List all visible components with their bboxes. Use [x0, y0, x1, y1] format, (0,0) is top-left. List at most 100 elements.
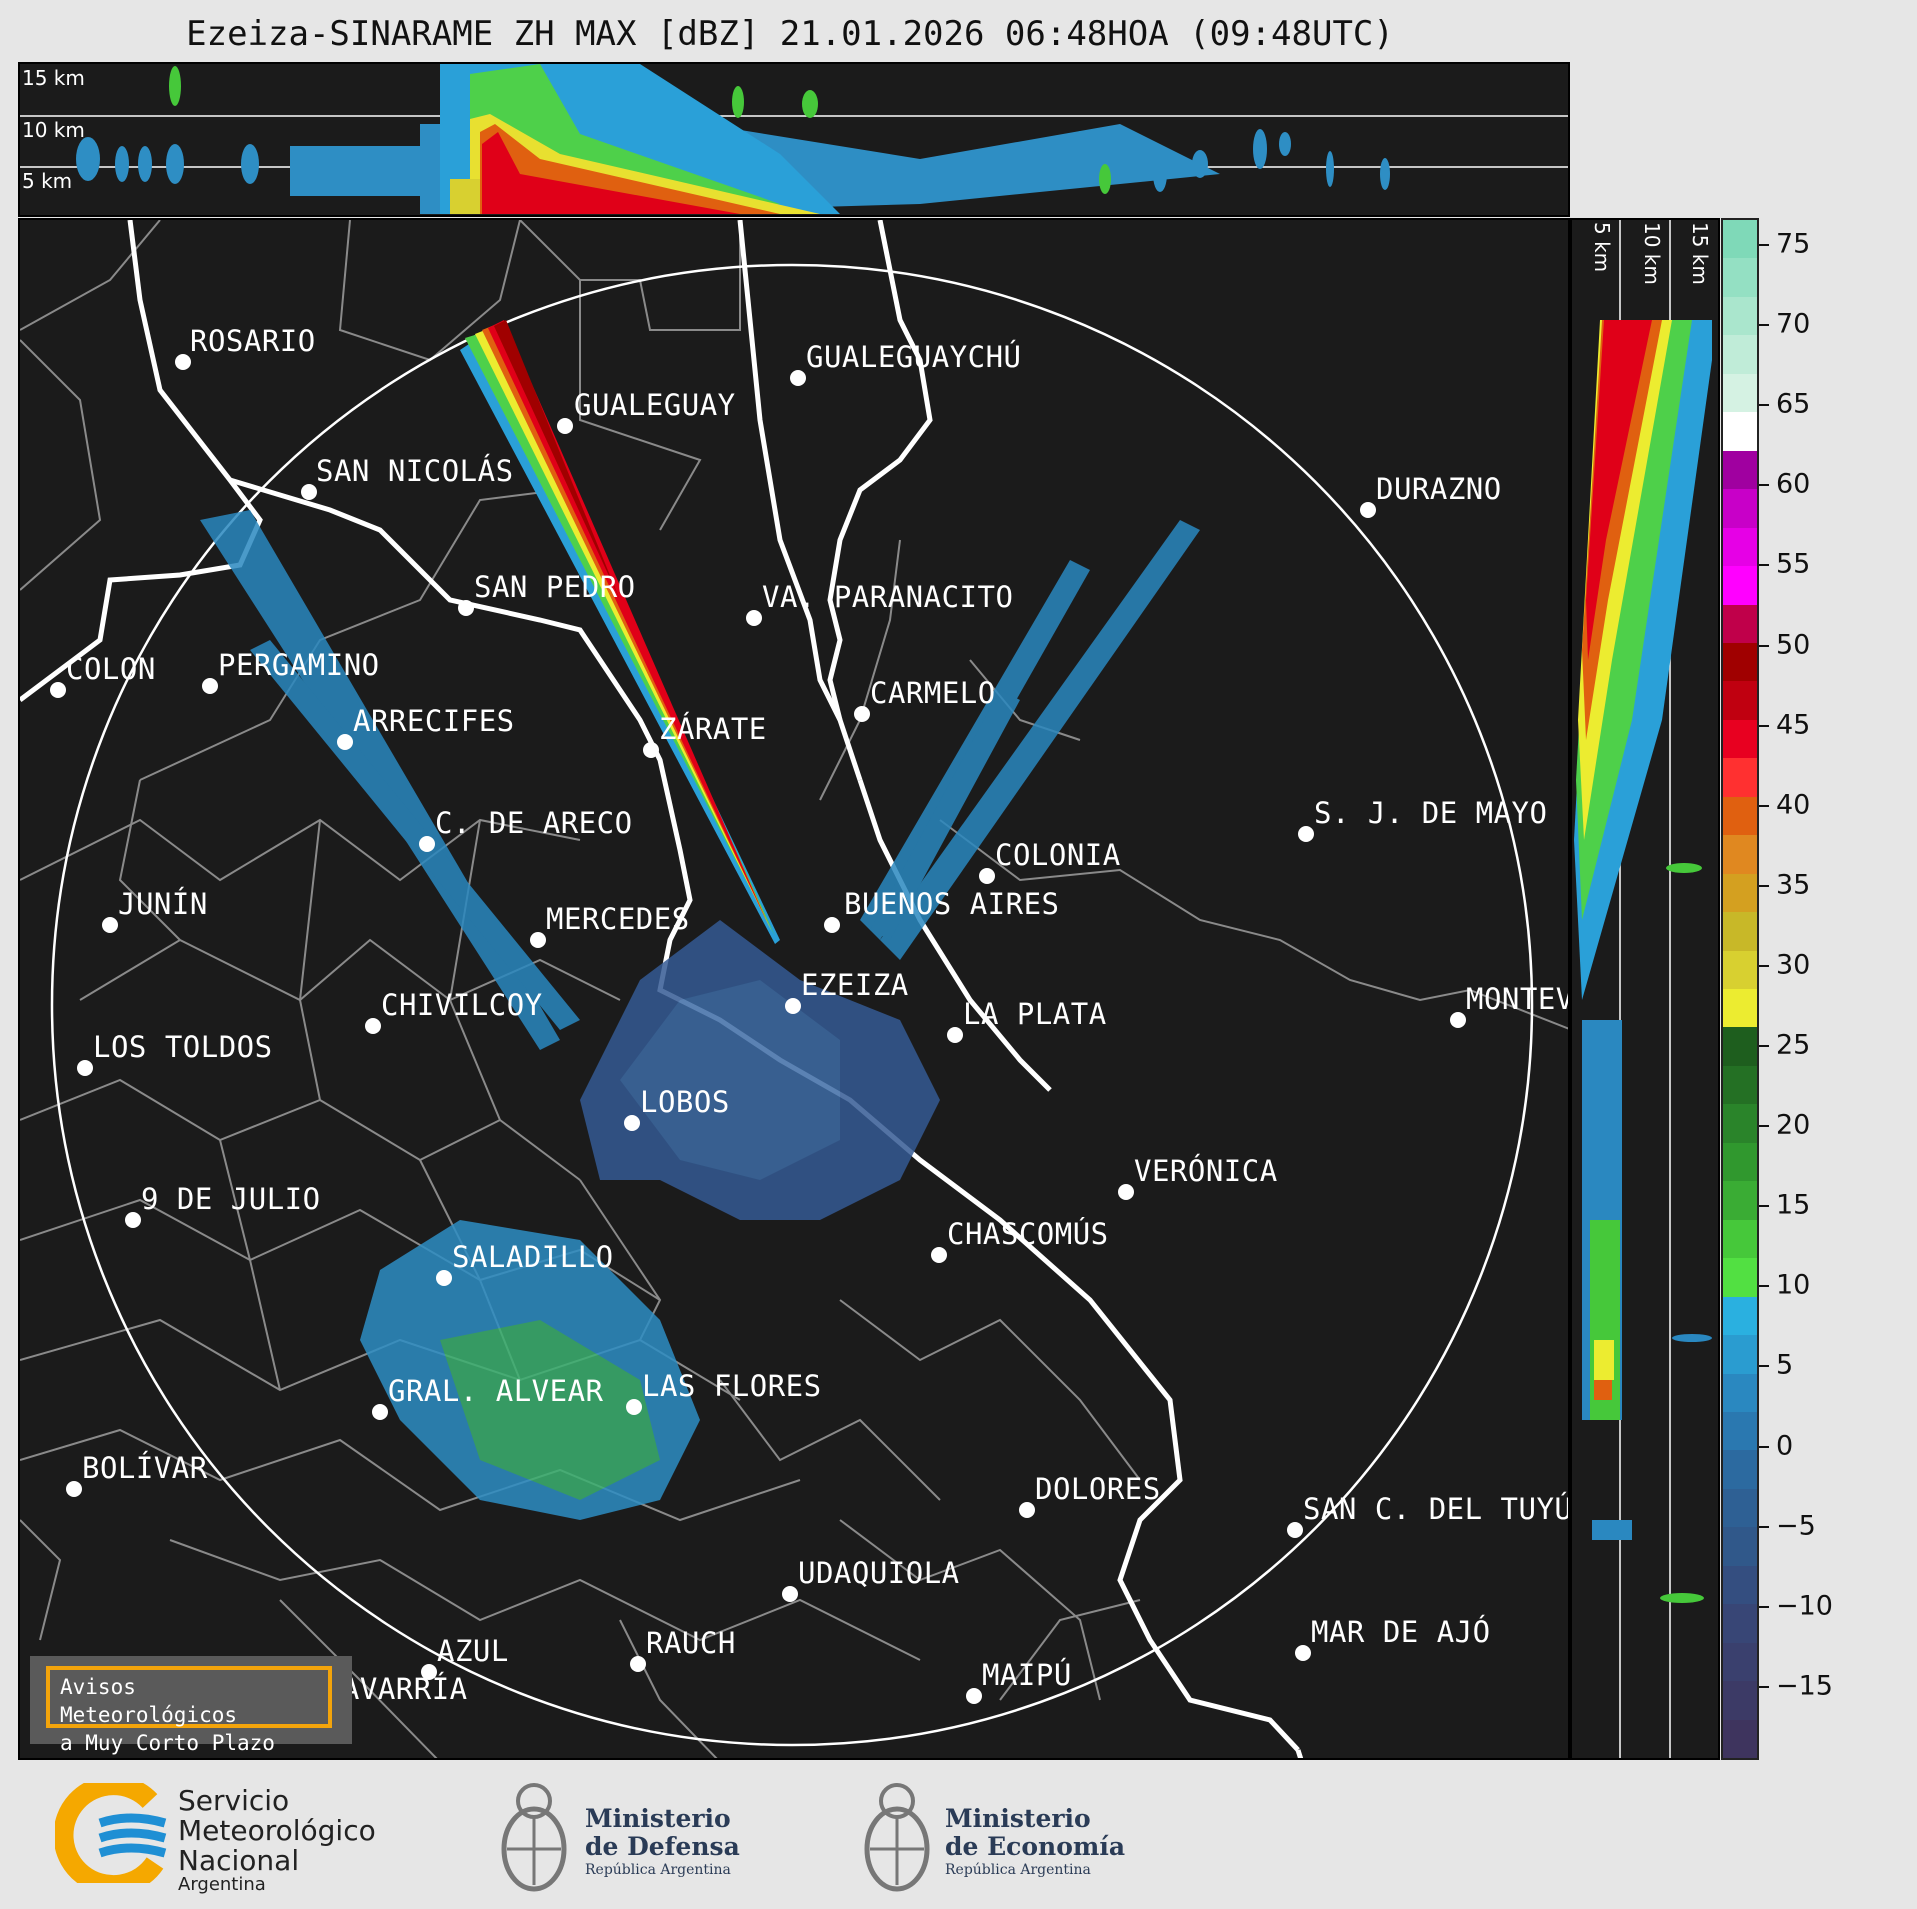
city-marker-colonia [979, 868, 995, 884]
radar-map-panel[interactable]: ROSARIO GUALEGUAYCHÚ GUALEGUAY SAN NICOL… [18, 218, 1570, 1760]
warning-line-1: Avisos Meteorológicos [60, 1675, 238, 1727]
city-label-arrecifes: ARRECIFES [353, 704, 515, 738]
colorbar-tick [1759, 724, 1769, 727]
city-label-ezeiza: EZEIZA [801, 968, 909, 1002]
city-label-san-pedro: SAN PEDRO [474, 570, 636, 604]
economia-line-3: República Argentina [945, 1862, 1091, 1878]
city-label-zarate: ZÁRATE [659, 712, 767, 746]
city-marker-san-c-del-tuyu [1287, 1522, 1303, 1538]
colorbar-segment [1723, 1411, 1757, 1451]
city-marker-las-flores [626, 1399, 642, 1415]
city-marker-rauch [630, 1656, 646, 1672]
smn-line-3: Nacional [178, 1844, 300, 1877]
city-label-los-toldos: LOS TOLDOS [93, 1030, 273, 1064]
colorbar-tick-label: 35 [1776, 869, 1811, 901]
city-label-mercedes: MERCEDES [546, 902, 690, 936]
city-label-va-paranacito: VA. PARANACITO [762, 580, 1014, 614]
colorbar-segment [1723, 1181, 1757, 1221]
defensa-line-2: de Defensa [585, 1832, 740, 1861]
colorbar-segment [1723, 489, 1757, 529]
colorbar-segment [1723, 719, 1757, 759]
colorbar-segment [1723, 1642, 1757, 1682]
colorbar-segment [1723, 873, 1757, 913]
top-cross-section-graphic [20, 64, 1568, 214]
colorbar-tick [1759, 964, 1769, 967]
coat-of-arms-icon [864, 1783, 930, 1892]
city-label-lobos: LOBOS [640, 1085, 730, 1119]
city-marker-los-toldos [77, 1060, 93, 1076]
colorbar-tick [1759, 1605, 1769, 1608]
defensa-line-3: República Argentina [585, 1862, 731, 1878]
colorbar-segment [1723, 527, 1757, 567]
city-marker-gualeguaychu [790, 370, 806, 386]
city-label-gral-alvear: GRAL. ALVEAR [388, 1374, 604, 1408]
city-label-la-plata: LA PLATA [963, 997, 1107, 1031]
city-marker-colon [50, 682, 66, 698]
colorbar-segment [1723, 1142, 1757, 1182]
colorbar-tick [1759, 404, 1769, 407]
colorbar-tick-label: −15 [1776, 1670, 1833, 1702]
colorbar-segment [1723, 989, 1757, 1028]
city-label-maipu: MAIPÚ [982, 1658, 1072, 1692]
colorbar-segment [1723, 450, 1757, 490]
colorbar-segment [1723, 1488, 1757, 1528]
colorbar-tick-label: −10 [1776, 1590, 1833, 1622]
colorbar-segment [1723, 1373, 1757, 1413]
smn-logo-icon [55, 1783, 167, 1883]
colorbar-tick-label: 70 [1776, 308, 1811, 340]
smn-line-4: Argentina [178, 1874, 266, 1895]
city-label-carmelo: CARMELO [870, 676, 996, 710]
colorbar-segment [1723, 412, 1757, 452]
city-marker-azul [421, 1664, 437, 1680]
city-marker-chivilcoy [365, 1018, 381, 1034]
city-label-rosario: ROSARIO [190, 324, 316, 358]
colorbar-segment [1723, 950, 1757, 990]
colorbar-tick-label: 15 [1776, 1189, 1811, 1221]
colorbar-segment [1723, 1527, 1757, 1567]
side-altitude-label-5km: 5 km [1590, 222, 1614, 273]
city-marker-va-paranacito [746, 610, 762, 626]
city-label-dolores: DOLORES [1035, 1472, 1161, 1506]
city-label-gualeguaychu: GUALEGUAYCHÚ [806, 340, 1022, 374]
colorbar-tick-label: 20 [1776, 1109, 1811, 1141]
city-marker-sj-de-mayo [1298, 826, 1314, 842]
colorbar-segment [1723, 1565, 1757, 1605]
colorbar-tick [1759, 484, 1769, 487]
city-label-azul: AZUL [437, 1634, 509, 1668]
colorbar-tick-label: 50 [1776, 629, 1811, 660]
colorbar-segment [1723, 758, 1757, 798]
map-title: Ezeiza-SINARAME ZH MAX [dBZ] 21.01.2026 … [186, 14, 1394, 54]
colorbar-tick-label: 30 [1776, 949, 1811, 981]
altitude-label-15km: 15 km [22, 66, 85, 90]
city-label-chivilcoy: CHIVILCOY [381, 988, 543, 1022]
colorbar-tick-label: 40 [1776, 789, 1811, 821]
economia-line-2: de Economía [945, 1832, 1126, 1861]
city-marker-ezeiza [785, 998, 801, 1014]
city-label-veronica: VERÓNICA [1134, 1154, 1278, 1188]
colorbar-tick [1759, 644, 1769, 647]
city-label-udaquiola: UDAQUIOLA [798, 1556, 960, 1590]
city-label-bolivar: BOLÍVAR [82, 1451, 208, 1485]
city-marker-carmelo [854, 706, 870, 722]
city-label-pergamino: PERGAMINO [218, 648, 380, 682]
colorbar-segment [1723, 258, 1757, 298]
city-label-buenos-aires: BUENOS AIRES [844, 887, 1060, 921]
colorbar-tick-label: 60 [1776, 468, 1811, 500]
colorbar-segment [1723, 642, 1757, 682]
colorbar-tick-label: 45 [1776, 709, 1811, 741]
city-marker-pergamino [202, 678, 218, 694]
colorbar-segment [1723, 373, 1757, 413]
side-altitude-label-15km: 15 km [1688, 222, 1712, 285]
city-label-san-nicolas: SAN NICOLÁS [316, 454, 514, 488]
city-label-mar-de-ajo: MAR DE AJÓ [1311, 1615, 1491, 1649]
side-altitude-label-10km: 10 km [1640, 222, 1664, 285]
warning-box[interactable]: Avisos Meteorológicos a Muy Corto Plazo [30, 1656, 352, 1755]
colorbar-tick [1759, 1125, 1769, 1128]
city-label-sj-de-mayo: S. J. DE MAYO [1314, 796, 1548, 830]
colorbar-segment [1723, 1296, 1757, 1336]
colorbar-segment [1723, 220, 1757, 259]
colorbar-tick-label: 5 [1776, 1349, 1794, 1381]
city-marker-montevideo [1450, 1012, 1466, 1028]
city-label-durazno: DURAZNO [1376, 472, 1502, 506]
colorbar-segment [1723, 335, 1757, 375]
